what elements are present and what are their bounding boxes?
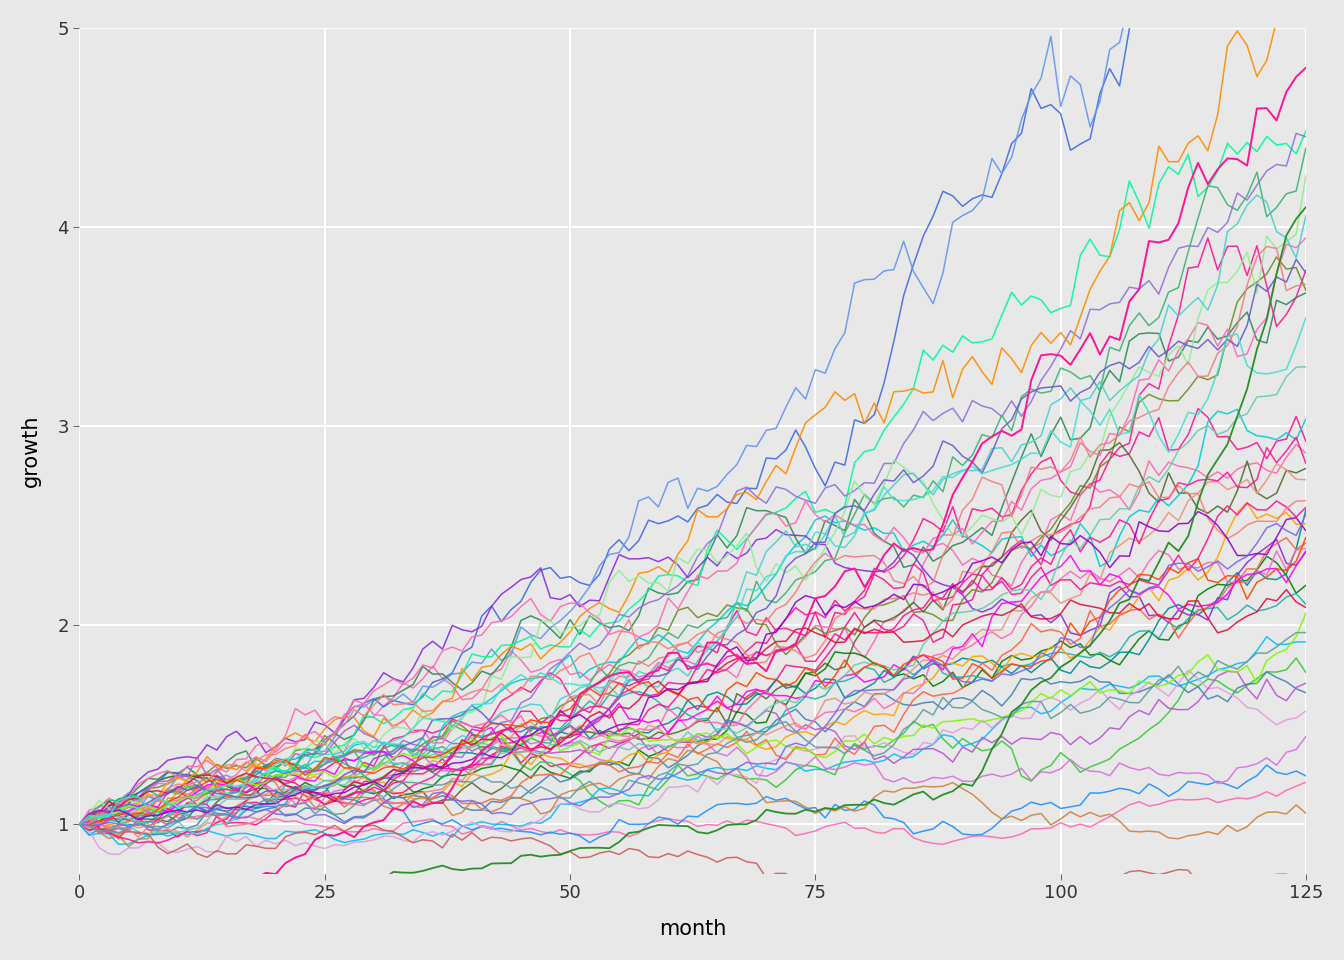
- Y-axis label: growth: growth: [22, 415, 40, 488]
- X-axis label: month: month: [659, 919, 726, 939]
